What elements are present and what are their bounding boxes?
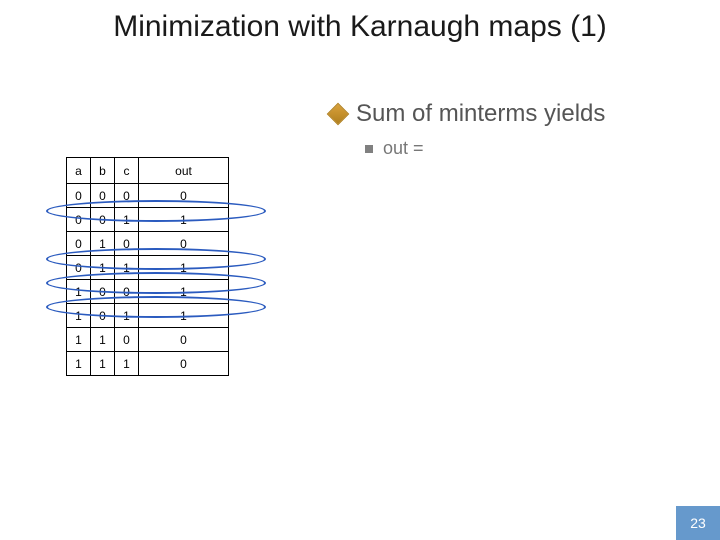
bullet-sub-text: out = [383,138,424,159]
table-cell: 0 [115,328,139,352]
highlight-ellipse [46,200,266,222]
table-row: 1110 [67,352,229,376]
table-row: 1100 [67,328,229,352]
page-number: 23 [676,506,720,540]
table-header: out [139,158,229,184]
table-cell: 0 [139,328,229,352]
table-cell: 1 [115,352,139,376]
table-cell: 1 [67,328,91,352]
table-header: a [67,158,91,184]
square-icon [365,145,373,153]
table-cell: 1 [91,352,115,376]
bullet-sub: out = [365,138,424,159]
diamond-icon [327,103,350,126]
slide-title: Minimization with Karnaugh maps (1) [0,10,720,44]
table-cell: 0 [139,352,229,376]
table-header: b [91,158,115,184]
highlight-ellipse [46,272,266,294]
bullet-main-text: Sum of minterms yields [356,100,605,128]
table-cell: 1 [67,352,91,376]
table-cell: 1 [91,328,115,352]
table-header: c [115,158,139,184]
bullet-main: Sum of minterms yields [330,100,605,128]
highlight-ellipse [46,248,266,270]
highlight-ellipse [46,296,266,318]
